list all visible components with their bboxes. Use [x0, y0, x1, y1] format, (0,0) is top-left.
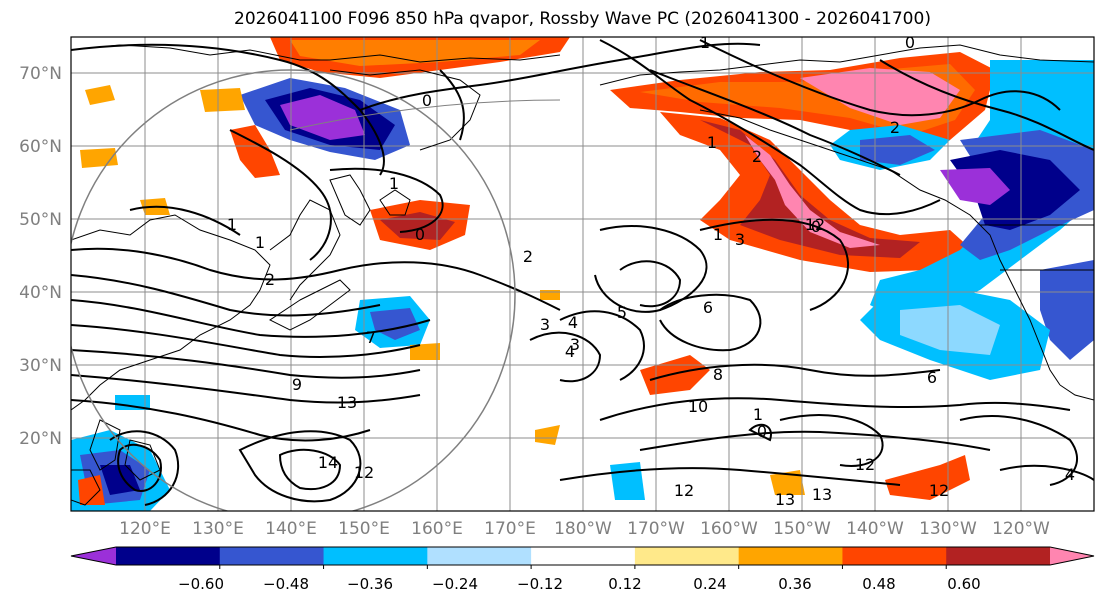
colorbar — [70, 546, 1095, 569]
lat-label-20n: 20°N — [19, 429, 62, 449]
contour-label: 3 — [735, 230, 745, 249]
lon-label-120e: 120°E — [119, 519, 171, 539]
lat-label-30n: 30°N — [19, 356, 62, 376]
lon-label-120w: 120°W — [992, 519, 1050, 539]
lon-label-160w: 160°W — [700, 519, 758, 539]
colorbar-label: 0.36 — [778, 575, 811, 593]
lon-label-130w: 130°W — [919, 519, 977, 539]
colorbar-tick-labels: −0.60 −0.48 −0.36 −0.24 −0.12 0.12 0.24 … — [178, 575, 981, 593]
lon-label-170w: 170°W — [627, 519, 685, 539]
lon-axis-labels: 120°E 130°E 140°E 150°E 160°E 170°E 180°… — [119, 519, 1050, 539]
contour-label: 0 — [415, 225, 425, 244]
colorbar-swatch — [116, 547, 221, 565]
colorbar-swatch — [842, 547, 947, 565]
contour-label: 0 — [757, 422, 767, 441]
colorbar-extend-max — [1050, 547, 1094, 565]
lon-label-170e: 170°E — [484, 519, 536, 539]
colorbar-label: 0.24 — [693, 575, 726, 593]
contour-label: 13 — [337, 393, 357, 412]
colorbar-extend-min — [71, 547, 116, 565]
lon-label-180w: 180°W — [554, 519, 612, 539]
contour-label: 1 — [700, 33, 710, 52]
lon-label-150w: 150°W — [773, 519, 831, 539]
contour-label: 2 — [890, 118, 900, 137]
contour-label: 9 — [292, 375, 302, 394]
contour-label: 7 — [366, 328, 376, 347]
contour-label: 2 — [752, 147, 762, 166]
colorbar-swatch — [323, 547, 428, 565]
contour-label: 1 — [255, 233, 265, 252]
lat-label-50n: 50°N — [19, 210, 62, 230]
coastlines — [71, 44, 1094, 506]
contour-label: 1 — [389, 174, 399, 193]
contour-label: 12 — [929, 481, 949, 500]
lat-label-40n: 40°N — [19, 283, 62, 303]
contour-label: 4 — [565, 342, 575, 361]
colorbar-label: −0.60 — [178, 575, 224, 593]
lon-label-130e: 130°E — [192, 519, 244, 539]
colorbar-label: −0.24 — [432, 575, 478, 593]
colorbar-label: −0.12 — [517, 575, 563, 593]
lon-label-150e: 150°E — [338, 519, 390, 539]
contour-label: 2 — [265, 270, 275, 289]
contour-label: 3 — [570, 335, 580, 354]
contour-label: 0 — [905, 33, 915, 52]
contour-label: 13 — [775, 490, 795, 509]
colorbar-outline — [70, 546, 1095, 566]
lat-label-60n: 60°N — [19, 137, 62, 157]
contour-label: 5 — [617, 303, 627, 322]
contour-label: 3 — [540, 315, 550, 334]
contour-label: 4 — [568, 313, 578, 332]
contour-label: 13 — [812, 485, 832, 504]
colorbar-swatch — [634, 547, 740, 565]
contour-label: 12 — [674, 481, 694, 500]
colorbar-swatch — [531, 547, 636, 565]
contour-label: 0 — [422, 91, 432, 110]
colorbar-label: 0.12 — [608, 575, 641, 593]
lon-label-140e: 140°E — [265, 519, 317, 539]
colorbar-label: −0.36 — [347, 575, 393, 593]
contour-label: 12 — [855, 455, 875, 474]
colorbar-swatch — [946, 547, 1051, 565]
plot-frame — [70, 36, 1095, 512]
contour-label: 6 — [703, 298, 713, 317]
contour-label: 1 — [713, 225, 723, 244]
colorbar-swatch — [738, 547, 843, 565]
reference-arc — [289, 99, 561, 131]
colorbar-label: 0.60 — [947, 575, 980, 593]
contour-label: 6 — [927, 368, 937, 387]
lat-label-70n: 70°N — [19, 64, 62, 84]
contour-label: 12 — [805, 215, 825, 234]
graticule — [71, 37, 1094, 511]
contour-label: 10 — [688, 397, 708, 416]
contour-label: 14 — [318, 453, 338, 472]
contour-label: 1 — [753, 405, 763, 424]
lon-label-140w: 140°W — [846, 519, 904, 539]
reference-circle — [71, 69, 516, 511]
contour-label: 0 — [811, 217, 821, 236]
colorbar-label: −0.48 — [263, 575, 309, 593]
contour-label: 1 — [707, 133, 717, 152]
contour-label: 8 — [713, 365, 723, 384]
map-title: 2026041100 F096 850 hPa qvapor, Rossby W… — [234, 9, 931, 29]
rossby-wave-contours — [71, 39, 1094, 506]
contour-label: 1 — [227, 215, 237, 234]
contour-label: 12 — [354, 463, 374, 482]
colorbar-swatch — [219, 547, 325, 565]
colorbar-label: 0.48 — [862, 575, 895, 593]
contour-label: 4 — [1065, 465, 1075, 484]
lat-axis-labels: 70°N 60°N 50°N 40°N 30°N 20°N — [19, 64, 62, 449]
colorbar-swatch — [427, 547, 532, 565]
contour-label: 2 — [523, 247, 533, 266]
lon-label-160e: 160°E — [411, 519, 463, 539]
